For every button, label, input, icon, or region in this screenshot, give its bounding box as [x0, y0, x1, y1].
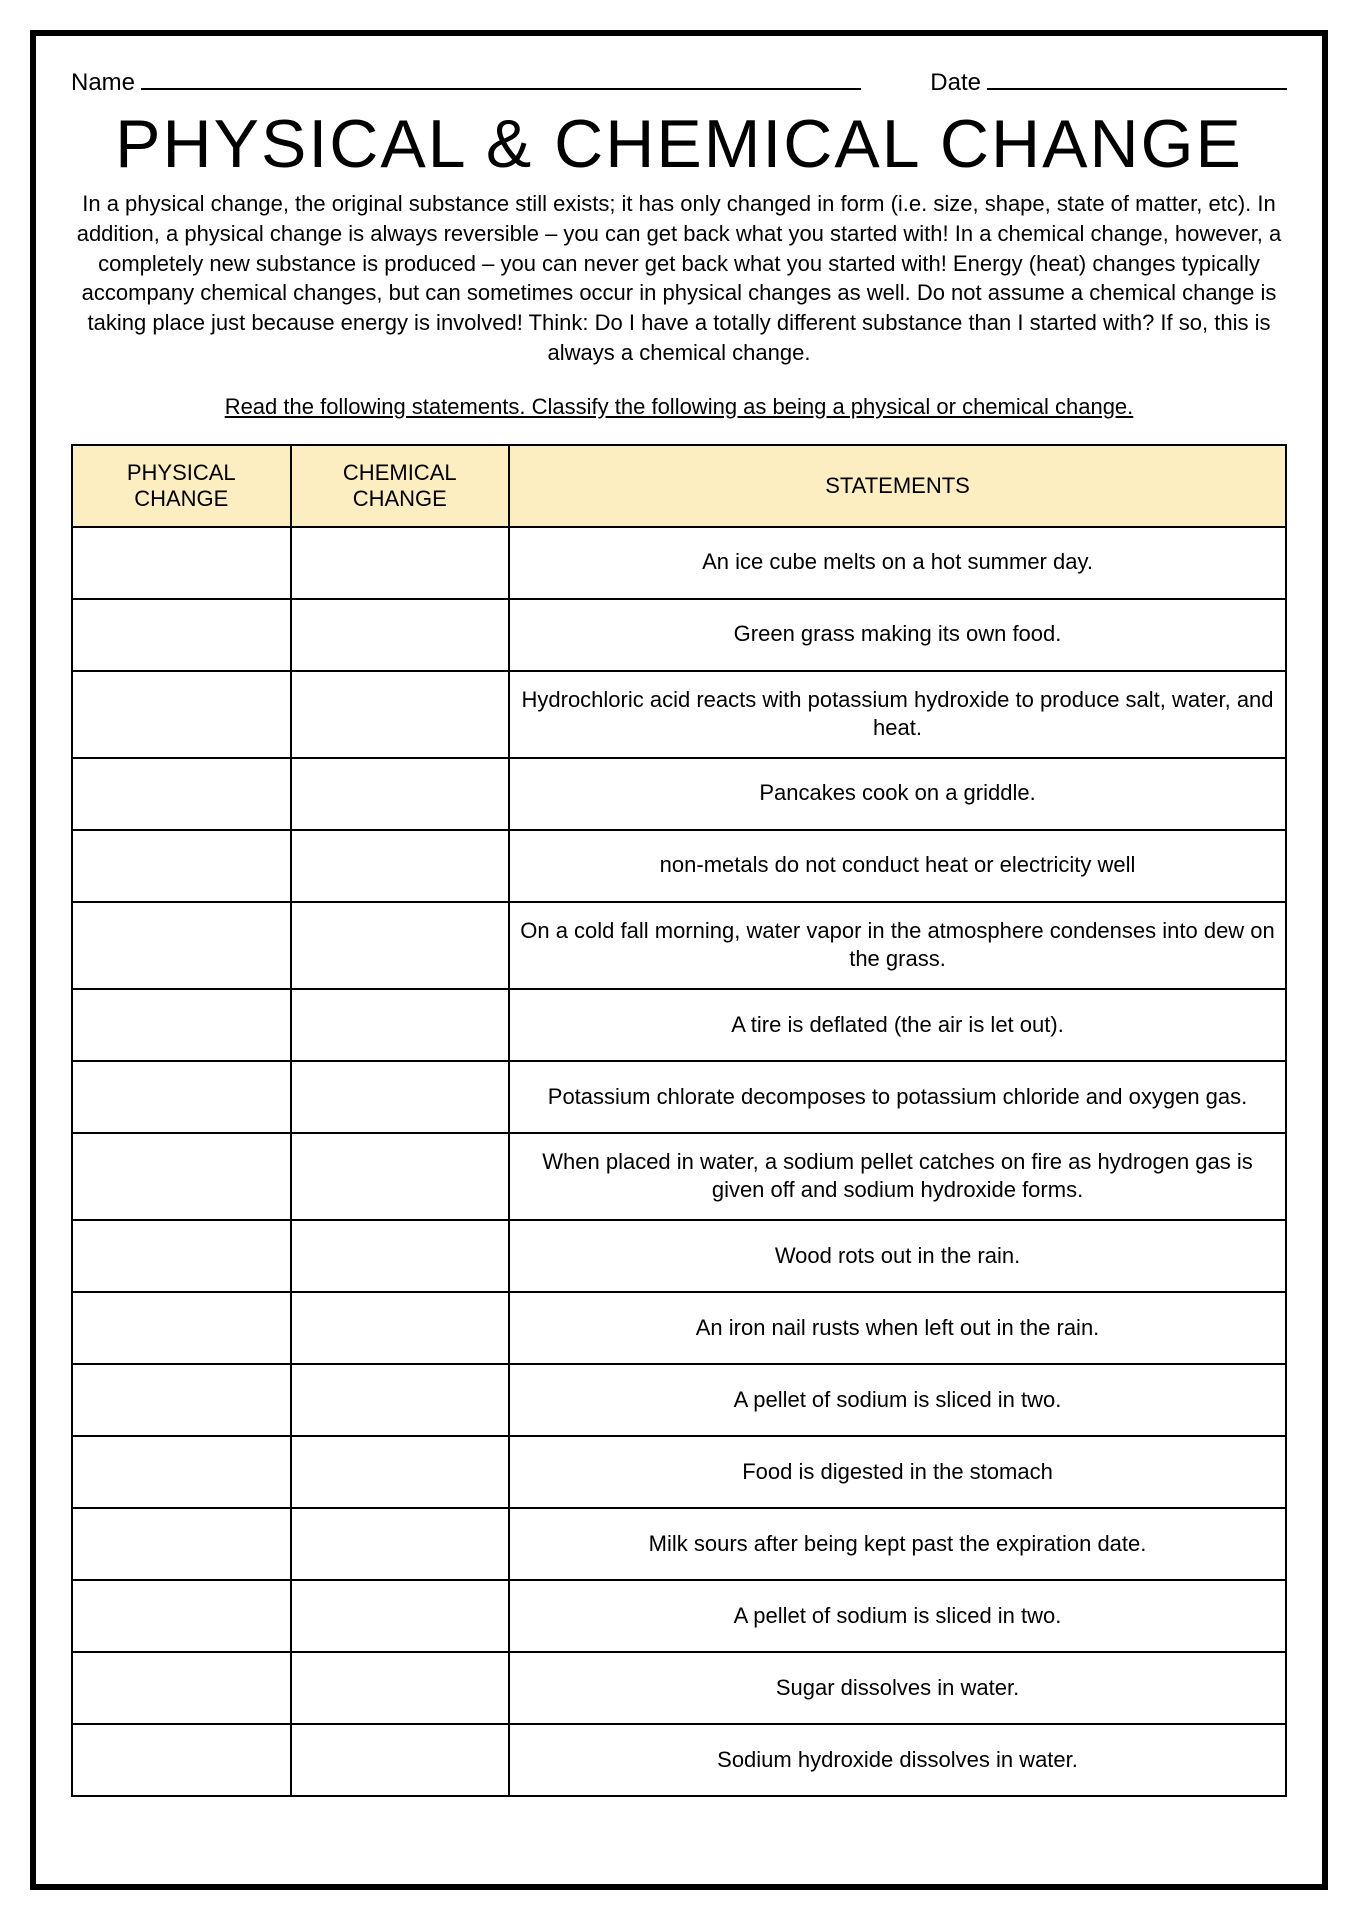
date-label: Date	[930, 69, 981, 97]
physical-change-cell[interactable]	[72, 599, 291, 671]
table-row: A pellet of sodium is sliced in two.	[72, 1580, 1286, 1652]
instructions-text: Read the following statements. Classify …	[71, 394, 1287, 420]
table-header-row: PHYSICAL CHANGE CHEMICAL CHANGE STATEMEN…	[72, 445, 1286, 527]
statement-cell: A pellet of sodium is sliced in two.	[509, 1580, 1286, 1652]
physical-change-cell[interactable]	[72, 1652, 291, 1724]
physical-change-cell[interactable]	[72, 1436, 291, 1508]
date-field: Date	[930, 64, 1287, 97]
chemical-change-cell[interactable]	[291, 599, 510, 671]
physical-change-cell[interactable]	[72, 671, 291, 758]
chemical-change-cell[interactable]	[291, 989, 510, 1061]
statement-cell: Milk sours after being kept past the exp…	[509, 1508, 1286, 1580]
physical-change-cell[interactable]	[72, 1580, 291, 1652]
header-line: Name Date	[71, 64, 1287, 97]
date-input-line[interactable]	[987, 64, 1287, 90]
chemical-change-cell[interactable]	[291, 1724, 510, 1796]
chemical-change-cell[interactable]	[291, 758, 510, 830]
statement-cell: When placed in water, a sodium pellet ca…	[509, 1133, 1286, 1220]
chemical-change-cell[interactable]	[291, 1436, 510, 1508]
page-title: PHYSICAL & CHEMICAL CHANGE	[71, 105, 1287, 183]
col-header-statements: STATEMENTS	[509, 445, 1286, 527]
chemical-change-cell[interactable]	[291, 1364, 510, 1436]
physical-change-cell[interactable]	[72, 1220, 291, 1292]
table-row: An ice cube melts on a hot summer day.	[72, 527, 1286, 599]
statement-cell: Green grass making its own food.	[509, 599, 1286, 671]
name-label: Name	[71, 69, 135, 97]
physical-change-cell[interactable]	[72, 1061, 291, 1133]
chemical-change-cell[interactable]	[291, 671, 510, 758]
chemical-change-cell[interactable]	[291, 1292, 510, 1364]
physical-change-cell[interactable]	[72, 1508, 291, 1580]
chemical-change-cell[interactable]	[291, 1133, 510, 1220]
table-row: Pancakes cook on a griddle.	[72, 758, 1286, 830]
page-frame: Name Date PHYSICAL & CHEMICAL CHANGE In …	[30, 30, 1328, 1890]
intro-paragraph: In a physical change, the original subst…	[71, 189, 1287, 367]
table-row: An iron nail rusts when left out in the …	[72, 1292, 1286, 1364]
chemical-change-cell[interactable]	[291, 1652, 510, 1724]
physical-change-cell[interactable]	[72, 758, 291, 830]
col-header-physical: PHYSICAL CHANGE	[72, 445, 291, 527]
statement-cell: An iron nail rusts when left out in the …	[509, 1292, 1286, 1364]
table-row: non-metals do not conduct heat or electr…	[72, 830, 1286, 902]
chemical-change-cell[interactable]	[291, 527, 510, 599]
table-row: Potassium chlorate decomposes to potassi…	[72, 1061, 1286, 1133]
statement-cell: Wood rots out in the rain.	[509, 1220, 1286, 1292]
physical-change-cell[interactable]	[72, 527, 291, 599]
table-row: When placed in water, a sodium pellet ca…	[72, 1133, 1286, 1220]
table-row: A tire is deflated (the air is let out).	[72, 989, 1286, 1061]
chemical-change-cell[interactable]	[291, 1580, 510, 1652]
table-row: Food is digested in the stomach	[72, 1436, 1286, 1508]
physical-change-cell[interactable]	[72, 1724, 291, 1796]
table-row: On a cold fall morning, water vapor in t…	[72, 902, 1286, 989]
worksheet-table: PHYSICAL CHANGE CHEMICAL CHANGE STATEMEN…	[71, 444, 1287, 1798]
table-row: Hydrochloric acid reacts with potassium …	[72, 671, 1286, 758]
statement-cell: Sodium hydroxide dissolves in water.	[509, 1724, 1286, 1796]
statement-cell: Sugar dissolves in water.	[509, 1652, 1286, 1724]
col-header-chemical: CHEMICAL CHANGE	[291, 445, 510, 527]
table-row: Milk sours after being kept past the exp…	[72, 1508, 1286, 1580]
name-input-line[interactable]	[141, 64, 861, 90]
physical-change-cell[interactable]	[72, 1292, 291, 1364]
physical-change-cell[interactable]	[72, 989, 291, 1061]
chemical-change-cell[interactable]	[291, 1220, 510, 1292]
statement-cell: Food is digested in the stomach	[509, 1436, 1286, 1508]
table-row: Green grass making its own food.	[72, 599, 1286, 671]
physical-change-cell[interactable]	[72, 830, 291, 902]
physical-change-cell[interactable]	[72, 1364, 291, 1436]
statement-cell: Hydrochloric acid reacts with potassium …	[509, 671, 1286, 758]
table-row: A pellet of sodium is sliced in two.	[72, 1364, 1286, 1436]
statement-cell: A tire is deflated (the air is let out).	[509, 989, 1286, 1061]
chemical-change-cell[interactable]	[291, 902, 510, 989]
statement-cell: On a cold fall morning, water vapor in t…	[509, 902, 1286, 989]
chemical-change-cell[interactable]	[291, 830, 510, 902]
statement-cell: non-metals do not conduct heat or electr…	[509, 830, 1286, 902]
chemical-change-cell[interactable]	[291, 1061, 510, 1133]
table-row: Sugar dissolves in water.	[72, 1652, 1286, 1724]
name-field: Name	[71, 64, 861, 97]
chemical-change-cell[interactable]	[291, 1508, 510, 1580]
table-body: An ice cube melts on a hot summer day.Gr…	[72, 527, 1286, 1797]
physical-change-cell[interactable]	[72, 1133, 291, 1220]
table-row: Wood rots out in the rain.	[72, 1220, 1286, 1292]
statement-cell: Potassium chlorate decomposes to potassi…	[509, 1061, 1286, 1133]
statement-cell: A pellet of sodium is sliced in two.	[509, 1364, 1286, 1436]
statement-cell: An ice cube melts on a hot summer day.	[509, 527, 1286, 599]
statement-cell: Pancakes cook on a griddle.	[509, 758, 1286, 830]
table-row: Sodium hydroxide dissolves in water.	[72, 1724, 1286, 1796]
physical-change-cell[interactable]	[72, 902, 291, 989]
